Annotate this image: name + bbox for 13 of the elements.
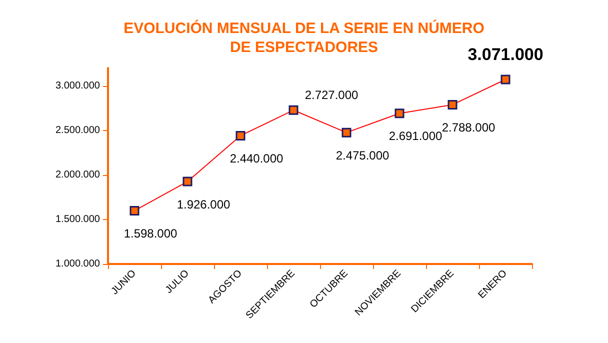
data-label: 1.598.000: [124, 226, 178, 240]
data-label: 2.440.000: [230, 151, 284, 166]
y-tick-label: 2.000.000: [56, 169, 100, 180]
data-label: 2.691.000: [388, 129, 443, 144]
data-label: 2.727.000: [304, 88, 359, 102]
y-tick-label: 1.000.000: [56, 258, 100, 270]
y-tick-label: 1.500.000: [56, 214, 100, 225]
data-label: 1.926.000: [176, 197, 231, 212]
y-tick-label: 2.500.000: [56, 124, 100, 136]
y-tick-label: 3.000.000: [56, 80, 100, 92]
data-label: 2.475.000: [336, 148, 390, 162]
data-label: 2.788.000: [442, 120, 496, 134]
data-label: 3.071.000: [468, 45, 544, 64]
